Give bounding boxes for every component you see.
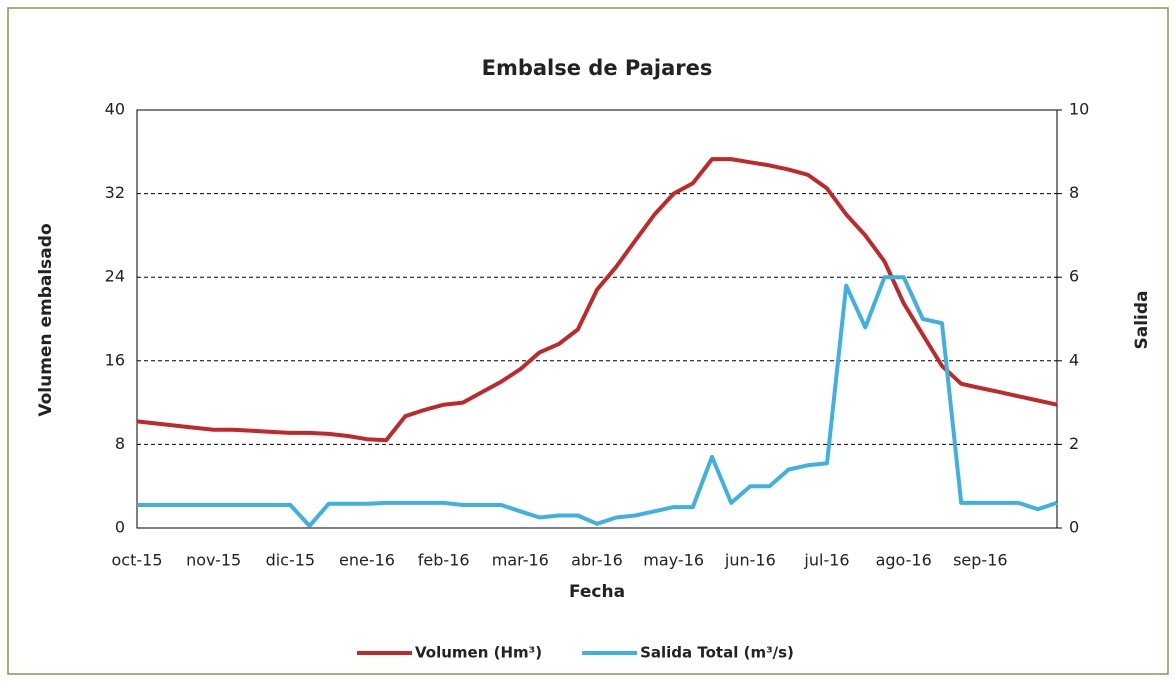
data-line <box>137 275 1058 528</box>
x-axis-label: Fecha <box>569 582 625 602</box>
y-tick-label: 8 <box>115 434 125 453</box>
y-tick-label: 24 <box>105 267 125 286</box>
y-tick-label: 16 <box>105 350 125 369</box>
x-tick-label: sep-16 <box>953 551 1007 570</box>
x-tick-label: abr-16 <box>571 551 623 570</box>
y2-axis-label: Salida <box>1132 290 1152 349</box>
x-tick-label: feb-16 <box>418 551 470 570</box>
y-axis-label: Volumen embalsado <box>36 223 56 416</box>
y-tick-label: 0 <box>115 518 125 537</box>
x-tick-label: jun-16 <box>724 551 776 570</box>
x-tick-label: may-16 <box>643 551 704 570</box>
x-tick-label: oct-15 <box>112 551 163 570</box>
x-tick-label: dic-15 <box>266 551 316 570</box>
data-line <box>136 157 1058 443</box>
legend-label: Volumen (Hm³) <box>415 644 542 662</box>
legend-label: Salida Total (m³/s) <box>640 644 794 662</box>
y2-tick-label: 0 <box>1069 518 1079 537</box>
x-tick-label: jul-16 <box>803 551 849 570</box>
x-tick-label: nov-15 <box>186 551 241 570</box>
y2-tick-label: 2 <box>1069 434 1079 453</box>
y-tick-label: 40 <box>105 100 125 119</box>
y2-tick-label: 4 <box>1069 350 1079 369</box>
x-tick-label: mar-16 <box>492 551 549 570</box>
plot-area <box>136 109 1058 529</box>
x-tick-label: ago-16 <box>876 551 932 570</box>
chart-title: Embalse de Pajares <box>482 56 713 80</box>
chart-frame <box>7 7 1169 675</box>
y2-tick-label: 10 <box>1069 100 1089 119</box>
x-tick-label: ene-16 <box>339 551 395 570</box>
y2-tick-label: 8 <box>1069 183 1079 202</box>
y-tick-label: 32 <box>105 183 125 202</box>
y2-tick-label: 6 <box>1069 267 1079 286</box>
